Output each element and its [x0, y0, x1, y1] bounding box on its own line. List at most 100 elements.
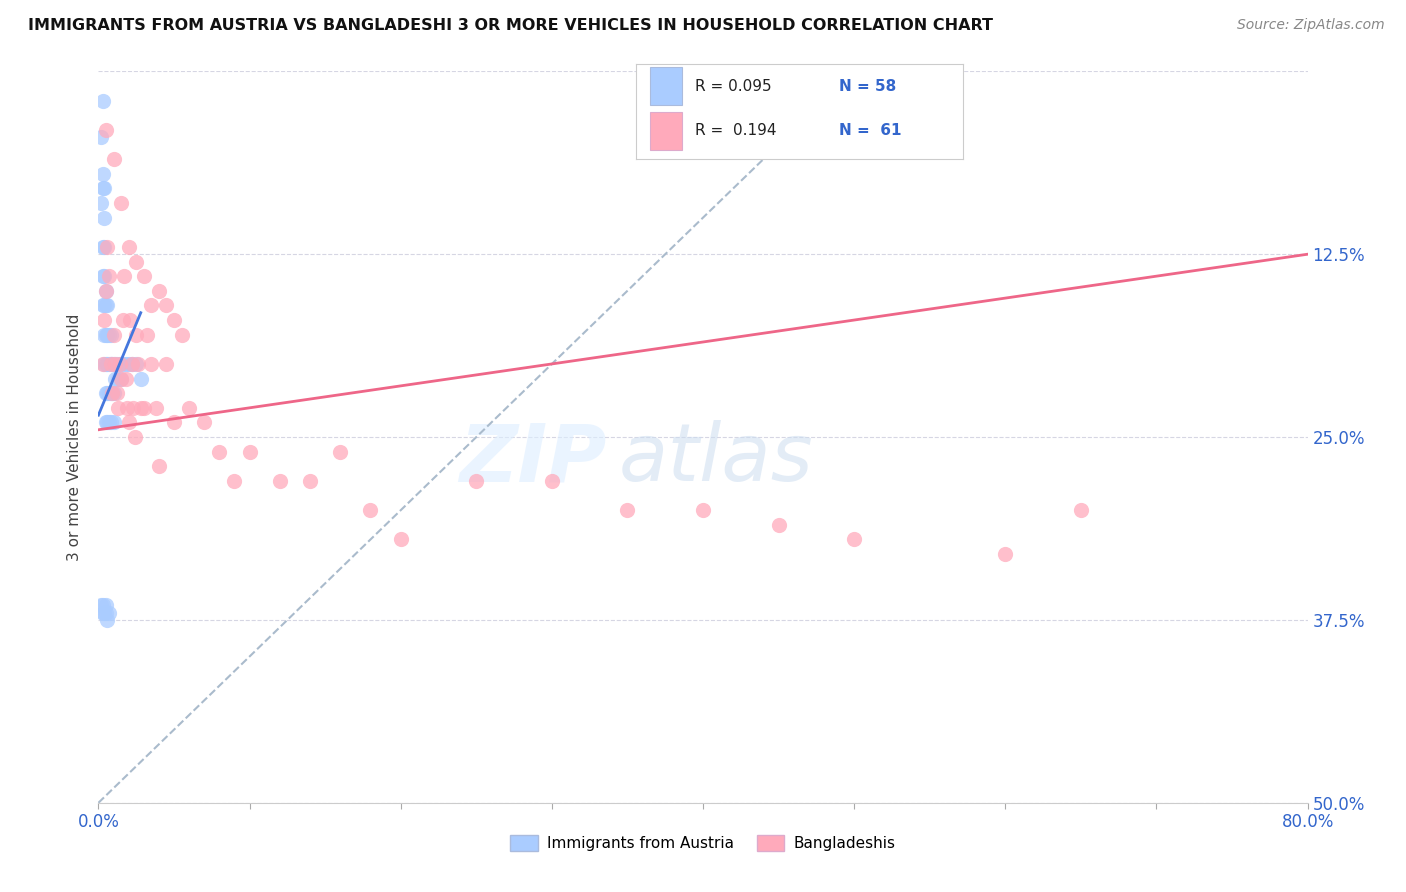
Point [121, 357, 143, 371]
Point [141, 298, 163, 312]
Point [112, 269, 135, 284]
Point [616, 503, 638, 517]
Point [121, 357, 143, 371]
Point [94, 123, 117, 137]
Point [101, 386, 124, 401]
Point [94, 298, 117, 312]
Point [208, 444, 231, 458]
Point [129, 401, 152, 415]
Point [93, 327, 115, 342]
Point [90, 130, 112, 145]
Point [132, 269, 155, 284]
Point [101, 357, 124, 371]
Point [107, 401, 129, 415]
Point [98, 357, 121, 371]
Point [329, 444, 352, 458]
Point [98, 327, 121, 342]
Point [94, 357, 117, 371]
Point [111, 313, 134, 327]
Point [93, 298, 115, 312]
Point [94, 284, 117, 298]
Point [465, 474, 488, 488]
Point [90, 599, 112, 613]
Point [224, 474, 246, 488]
Point [170, 327, 193, 342]
Point [105, 357, 128, 371]
Point [148, 284, 170, 298]
Point [141, 357, 163, 371]
Point [91, 94, 114, 108]
Point [91, 606, 114, 620]
Point [98, 269, 121, 284]
Point [115, 401, 138, 415]
Point [994, 547, 1017, 561]
Point [96, 327, 118, 342]
Point [389, 533, 412, 547]
Point [94, 284, 117, 298]
Point [93, 313, 115, 327]
Point [540, 474, 562, 488]
Point [91, 357, 114, 371]
Point [103, 416, 125, 430]
Point [163, 416, 186, 430]
Point [110, 371, 132, 385]
Point [110, 371, 132, 385]
Text: ZIP: ZIP [458, 420, 606, 498]
Point [93, 357, 115, 371]
Point [100, 416, 122, 430]
Point [96, 416, 118, 430]
Point [100, 327, 122, 342]
Point [125, 327, 148, 342]
Point [114, 371, 136, 385]
Point [105, 386, 128, 401]
Point [91, 599, 114, 613]
Point [96, 357, 118, 371]
Point [94, 327, 117, 342]
Point [163, 313, 186, 327]
Point [145, 401, 167, 415]
Point [100, 357, 122, 371]
Point [155, 298, 177, 312]
Point [118, 357, 141, 371]
Point [100, 386, 122, 401]
Point [94, 599, 117, 613]
Point [155, 357, 177, 371]
Point [91, 269, 114, 284]
Point [111, 357, 134, 371]
Point [103, 357, 125, 371]
Point [127, 357, 149, 371]
Point [100, 357, 122, 371]
Point [91, 240, 114, 254]
Text: IMMIGRANTS FROM AUSTRIA VS BANGLADESHI 3 OR MORE VEHICLES IN HOUSEHOLD CORRELATI: IMMIGRANTS FROM AUSTRIA VS BANGLADESHI 3… [28, 18, 993, 33]
Point [360, 503, 382, 517]
Point [114, 357, 136, 371]
Point [93, 211, 115, 225]
Point [299, 474, 322, 488]
Point [96, 240, 118, 254]
Point [91, 167, 114, 181]
Point [91, 298, 114, 312]
Point [118, 416, 141, 430]
Point [98, 386, 121, 401]
Point [239, 444, 262, 458]
Point [104, 357, 127, 371]
Point [125, 357, 148, 371]
Point [132, 401, 155, 415]
Point [107, 371, 129, 385]
Point [768, 517, 790, 532]
Point [93, 269, 115, 284]
Point [90, 196, 112, 211]
Point [98, 416, 121, 430]
Point [104, 371, 127, 385]
Point [120, 313, 142, 327]
Point [193, 416, 215, 430]
Legend: Immigrants from Austria, Bangladeshis: Immigrants from Austria, Bangladeshis [505, 830, 901, 857]
Point [118, 240, 141, 254]
Point [96, 298, 118, 312]
Y-axis label: 3 or more Vehicles in Household: 3 or more Vehicles in Household [67, 313, 83, 561]
Text: Source: ZipAtlas.com: Source: ZipAtlas.com [1237, 18, 1385, 32]
Point [135, 327, 157, 342]
Point [148, 459, 170, 474]
Point [108, 357, 131, 371]
Point [93, 240, 115, 254]
